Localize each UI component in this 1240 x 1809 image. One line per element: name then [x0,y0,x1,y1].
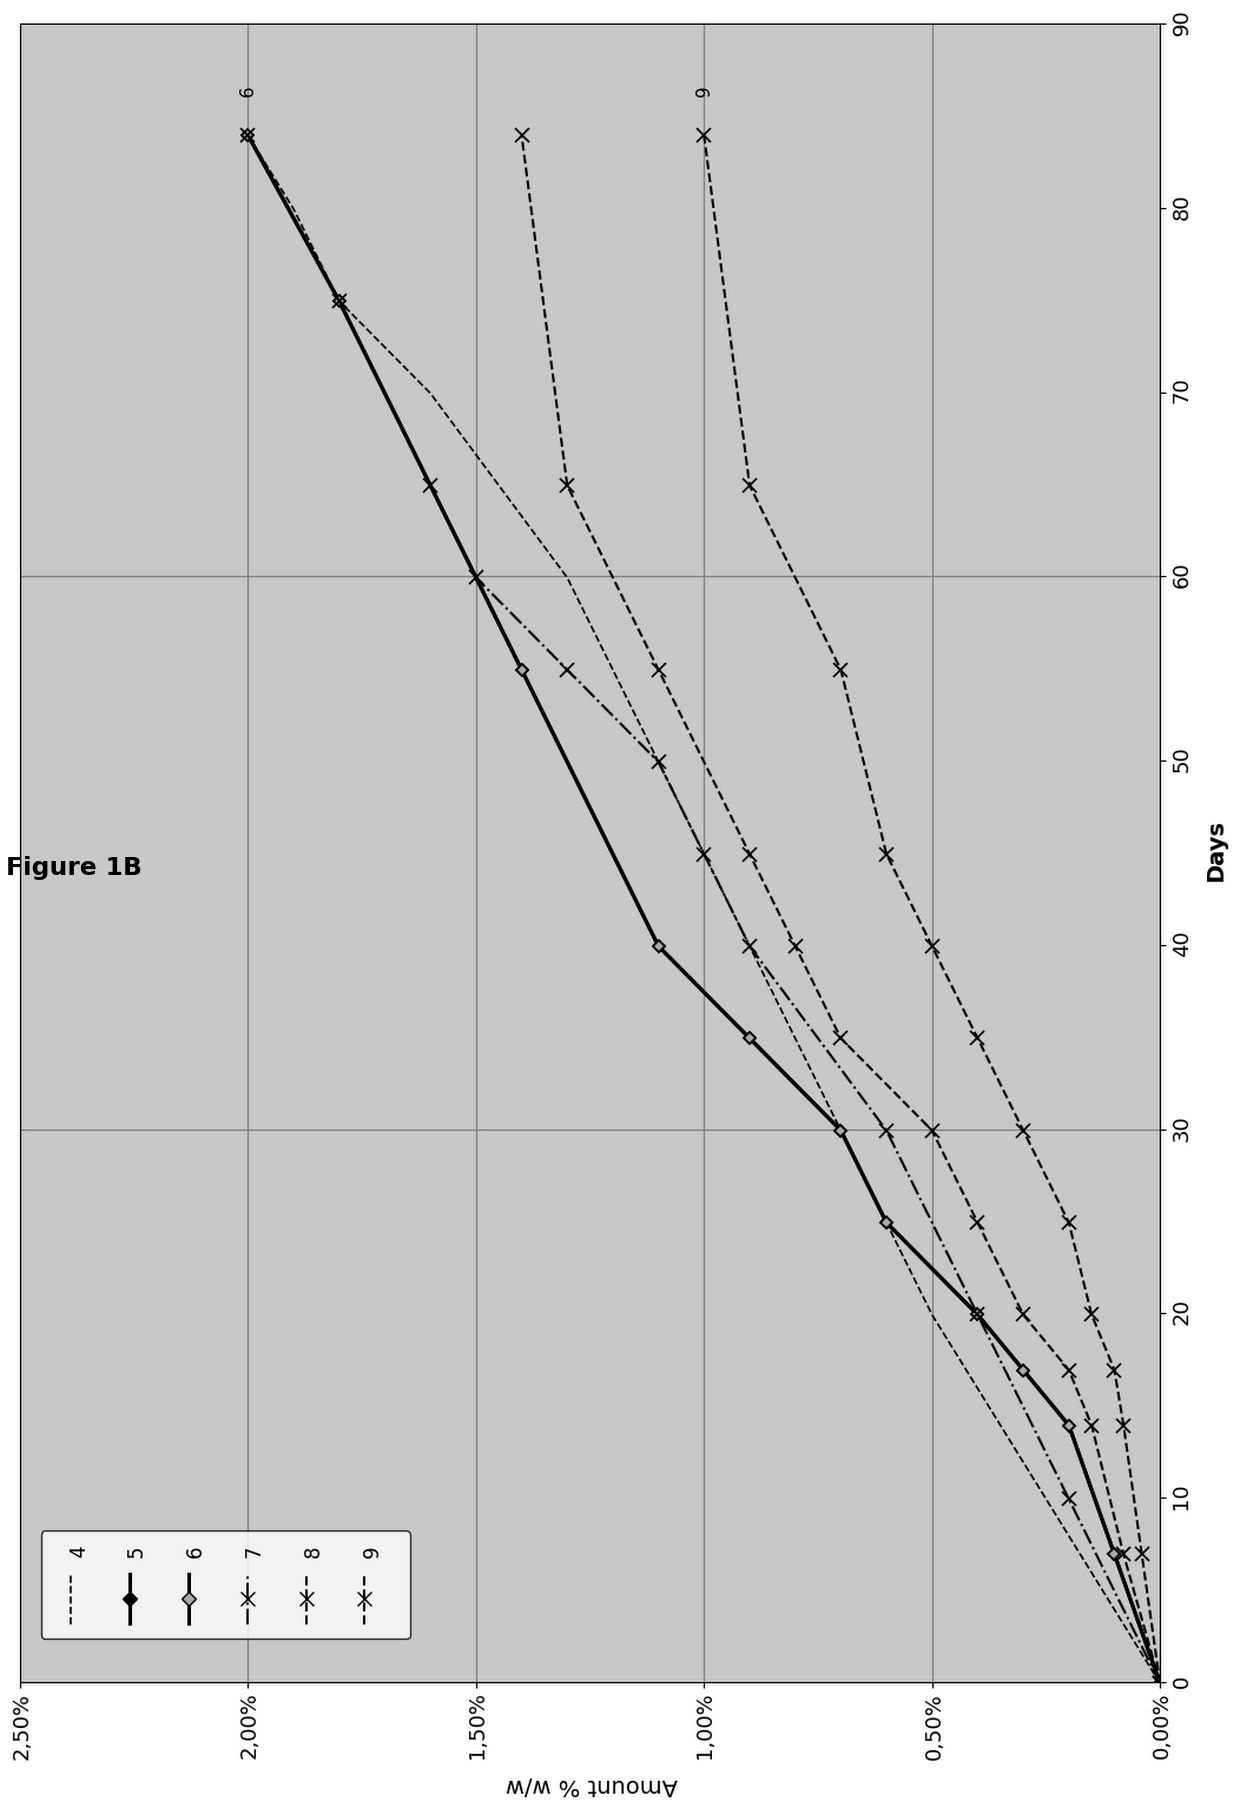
Text: Figure 1B: Figure 1B [6,856,143,881]
